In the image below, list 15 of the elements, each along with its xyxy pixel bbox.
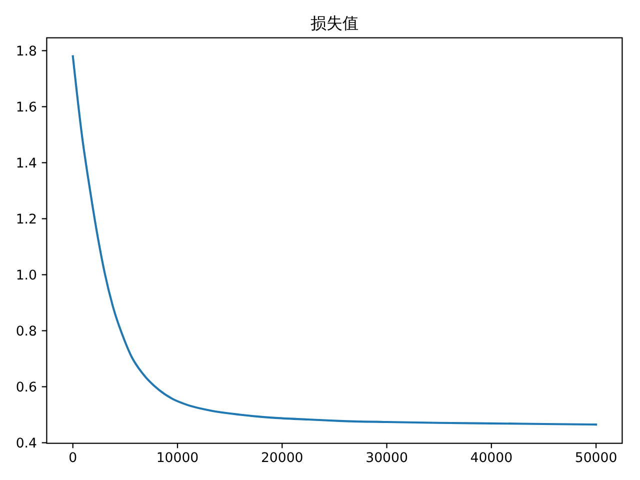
title: 损失值 <box>310 14 358 32</box>
y-tick-label: 1.6 <box>16 100 37 116</box>
x-tick-label: 10000 <box>156 450 199 466</box>
y-tick-label: 1.4 <box>16 156 37 172</box>
x-tick-label: 20000 <box>260 450 304 466</box>
y-tick-label: 0.4 <box>16 436 37 452</box>
x-tick-label: 40000 <box>470 450 513 466</box>
x-tick-label: 50000 <box>574 450 618 466</box>
x-tick-label: 30000 <box>366 450 408 466</box>
y-tick-label: 0.8 <box>16 324 37 340</box>
y-tick-label: 1.0 <box>16 268 37 284</box>
y-tick-label: 0.6 <box>16 380 37 396</box>
y-tick-label: 1.2 <box>16 212 37 228</box>
y-tick-label: 1.8 <box>16 44 37 60</box>
x-tick-label: 0 <box>68 450 78 466</box>
